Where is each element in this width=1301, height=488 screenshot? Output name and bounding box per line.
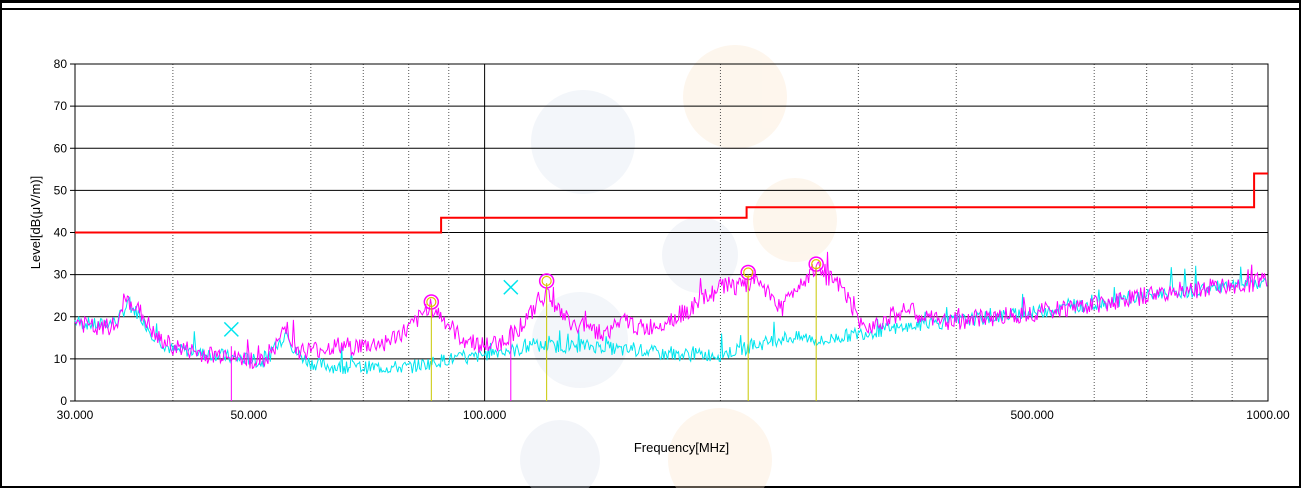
x-axis-title: Frequency[MHz] xyxy=(634,440,729,455)
limit-line xyxy=(75,172,1268,234)
y-tick-labels: 0 10 20 30 40 50 60 70 80 xyxy=(54,57,75,408)
marker-layer xyxy=(223,256,824,401)
series-layer xyxy=(74,172,1268,375)
y-tick-label: 80 xyxy=(54,57,68,71)
y-tick-label: 40 xyxy=(54,226,68,240)
x-tick-label: 30.000 xyxy=(57,408,94,422)
x-tick-labels: 30.000 50.000 100.000 500.000 1000.00 xyxy=(57,408,1290,422)
header-divider xyxy=(0,8,1301,10)
y-tick-label: 50 xyxy=(54,183,68,197)
peak-trace xyxy=(74,251,1268,370)
y-tick-label: 10 xyxy=(54,352,68,366)
y-tick-label: 0 xyxy=(60,394,67,408)
y-tick-label: 30 xyxy=(54,268,68,282)
y-tick-label: 60 xyxy=(54,141,68,155)
y-axis-title: Level[dB(μV/m)] xyxy=(28,176,43,269)
x-tick-label: 100.000 xyxy=(463,408,507,422)
qp-marker-cross xyxy=(503,279,519,295)
x-tick-label: 1000.00 xyxy=(1246,408,1290,422)
y-tick-label: 20 xyxy=(54,310,68,324)
y-tick-label: 70 xyxy=(54,99,68,113)
watermark-logo xyxy=(520,45,837,488)
x-tick-label: 500.000 xyxy=(1010,408,1054,422)
qp-marker-cross xyxy=(223,321,239,337)
x-tick-label: 50.000 xyxy=(230,408,267,422)
